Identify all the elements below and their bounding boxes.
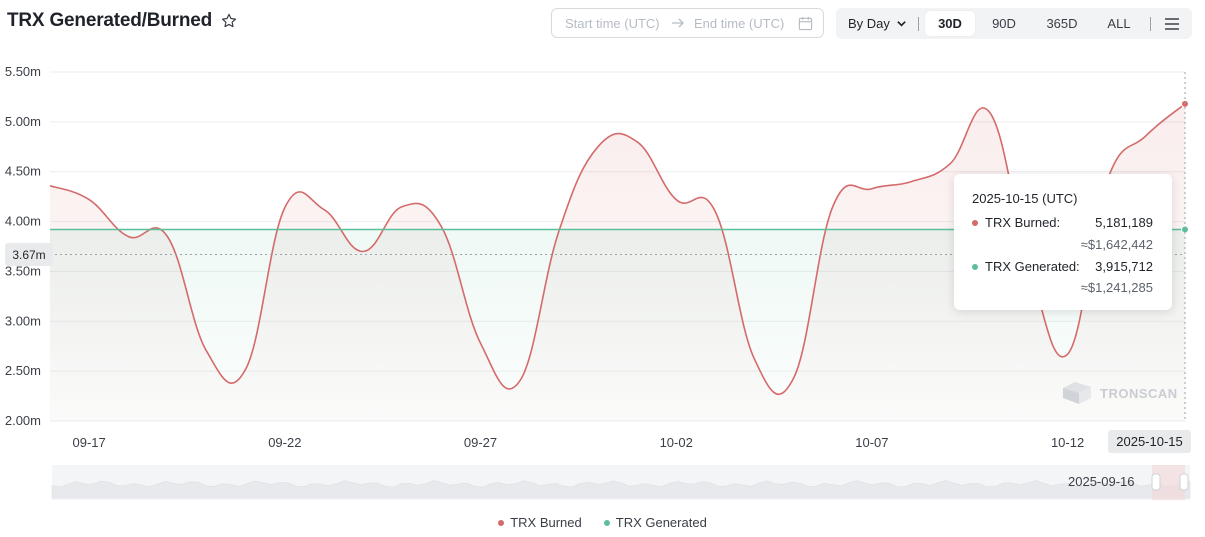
tab-30d[interactable]: 30D: [925, 11, 975, 36]
crosshair-y-label: 3.67m: [5, 243, 53, 266]
star-icon[interactable]: [220, 12, 238, 30]
tooltip-value: 5,181,189: [1095, 215, 1153, 230]
x-tick-label: 09-22: [268, 435, 301, 450]
legend-dot-icon: [498, 519, 505, 526]
x-tick-label: 10-02: [660, 435, 693, 450]
legend-item-generated[interactable]: TRX Generated: [603, 515, 707, 530]
burned-dot-icon: [972, 219, 978, 226]
generated-dot-icon: [972, 263, 978, 270]
data-tooltip: 2025-10-15 (UTC) TRX Burned: 5,181,189 ≈…: [954, 174, 1172, 310]
x-tick-label: 10-07: [855, 435, 888, 450]
tooltip-label: TRX Generated:: [985, 259, 1080, 274]
slider-handle-icon[interactable]: [1179, 473, 1189, 491]
date-range-picker[interactable]: Start time (UTC) End time (UTC): [551, 8, 824, 38]
y-tick-label: 4.00m: [5, 214, 41, 229]
tab-365d[interactable]: 365D: [1046, 16, 1078, 31]
y-tick-label: 4.50m: [5, 164, 41, 179]
zoom-slider[interactable]: [51, 465, 1191, 500]
interval-label: By Day: [848, 16, 890, 31]
toolbar-divider: [918, 17, 919, 31]
tab-90d[interactable]: 90D: [992, 16, 1016, 31]
x-tick-label: 09-17: [73, 435, 106, 450]
interval-dropdown[interactable]: By Day: [848, 8, 907, 39]
legend-item-burned[interactable]: TRX Burned: [498, 515, 582, 530]
arrow-right-icon: [672, 18, 684, 28]
series-areas: [50, 103, 1185, 422]
x-axis: 09-17 09-22 09-27 10-02 10-07 10-12: [73, 435, 1085, 450]
zoom-slider-start-date: 2025-09-16: [1068, 474, 1135, 489]
tooltip-usd: ≈$1,241,285: [1080, 280, 1153, 295]
y-tick-label: 2.00m: [5, 413, 41, 428]
crosshair-x-label: 2025-10-15: [1108, 430, 1191, 453]
tooltip-row-generated: TRX Generated: 3,915,712: [972, 259, 1153, 274]
calendar-icon[interactable]: [798, 16, 813, 31]
slider-handle-icon[interactable]: [1151, 473, 1161, 491]
zoom-slider-preview: [51, 480, 1191, 499]
tooltip-value: 3,915,712: [1095, 259, 1153, 274]
x-tick-label: 10-12: [1051, 435, 1084, 450]
end-time-input[interactable]: End time (UTC): [694, 15, 785, 31]
chart-legend: TRX Burned TRX Generated: [0, 515, 1205, 530]
tooltip-row-burned: TRX Burned: 5,181,189: [972, 215, 1153, 230]
toolbar-divider: [1150, 17, 1151, 31]
tronscan-watermark: TRONSCAN: [1060, 380, 1178, 406]
y-axis: 2.00m 2.50m 3.00m 3.50m 4.00m 4.50m 5.00m 5.50m: [5, 64, 41, 428]
tooltip-label: TRX Burned:: [985, 215, 1061, 230]
chart-toolbar: By Day 30D 90D 365D ALL: [836, 8, 1192, 39]
tab-all[interactable]: ALL: [1107, 16, 1131, 31]
y-tick-label: 5.00m: [5, 114, 41, 129]
watermark-text: TRONSCAN: [1100, 385, 1178, 401]
x-tick-label: 09-27: [464, 435, 497, 450]
y-tick-label: 3.00m: [5, 313, 41, 328]
tooltip-date: 2025-10-15 (UTC): [972, 191, 1078, 206]
y-tick-label: 3.50m: [5, 263, 41, 278]
tooltip-usd: ≈$1,642,442: [1080, 237, 1153, 252]
page-title: TRX Generated/Burned: [7, 10, 213, 31]
legend-label: TRX Burned: [510, 515, 582, 530]
chart-header: TRX Generated/Burned: [7, 10, 238, 32]
y-tick-label: 5.50m: [5, 64, 41, 79]
chevron-down-icon: [897, 21, 906, 27]
y-tick-label: 2.50m: [5, 363, 41, 378]
tronscan-logo-icon: [1063, 382, 1091, 404]
legend-label: TRX Generated: [615, 515, 707, 530]
start-time-input[interactable]: Start time (UTC): [565, 15, 660, 31]
legend-dot-icon: [603, 519, 610, 526]
series-area-generated: [50, 229, 1185, 421]
hamburger-menu-icon[interactable]: [1165, 8, 1179, 39]
